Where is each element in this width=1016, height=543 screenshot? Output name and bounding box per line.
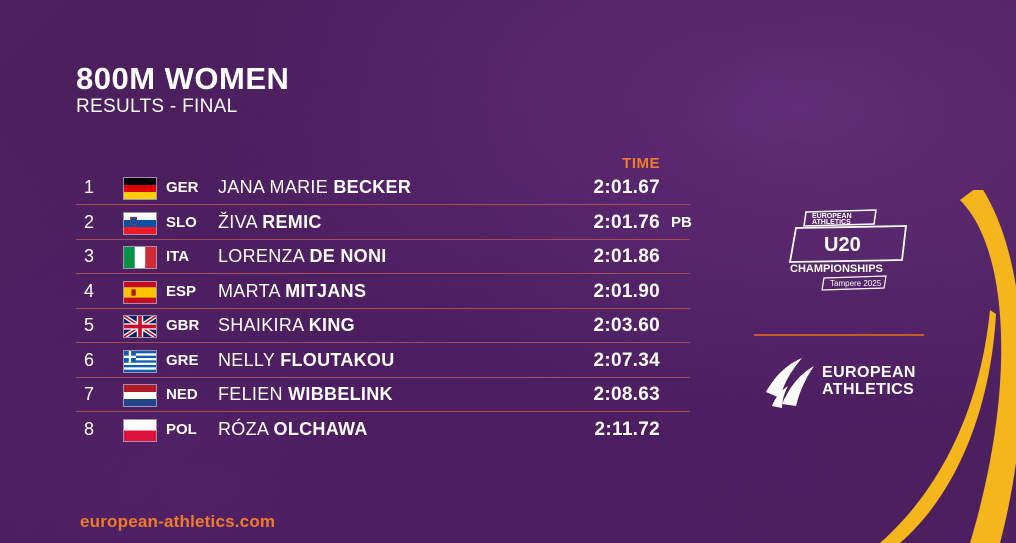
greece-flag <box>124 350 156 372</box>
first-name: MARTA <box>218 280 280 301</box>
result-time: 2:11.72 <box>594 418 660 440</box>
spain-flag <box>124 281 156 303</box>
result-row: 6 GRE NELLY FLOUTAKOU 2:07.34 <box>76 344 690 378</box>
nationality-code: ESP <box>166 282 197 300</box>
rank: 7 <box>84 384 95 404</box>
last-name: MITJANS <box>285 280 367 301</box>
result-row: 1 GER JANA MARIE BECKER 2:01.67 <box>76 171 690 205</box>
result-row: 2 SLO ŽIVA REMIC 2:01.76 PB <box>76 206 692 240</box>
netherlands-flag <box>124 385 156 406</box>
footer-website-link[interactable]: european-athletics.com <box>80 512 276 531</box>
result-note: PB <box>671 213 692 231</box>
athlete-name: MARTA MITJANS <box>218 281 366 302</box>
germany-flag <box>124 178 156 199</box>
nationality-code: NED <box>166 386 198 403</box>
european-athletics-logo: EUROPEAN ATHLETICS <box>762 352 932 412</box>
athlete-name: SHAIKIRA KING <box>218 315 355 336</box>
nationality-code: POL <box>166 420 197 438</box>
result-time: 2:01.86 <box>593 246 660 267</box>
last-name: REMIC <box>262 211 322 232</box>
last-name: FLOUTAKOU <box>280 349 395 370</box>
nationality-code: SLO <box>166 213 197 231</box>
rank: 2 <box>84 211 95 232</box>
result-row: 7 NED FELIEN WIBBELINK 2:08.63 <box>76 378 690 412</box>
athlete-name: JANA MARIE BECKER <box>218 177 411 198</box>
last-name: KING <box>308 315 355 335</box>
rank: 5 <box>84 315 95 335</box>
logo-divider <box>754 334 924 336</box>
last-name: OLCHAWA <box>273 418 368 439</box>
first-name: NELLY <box>218 349 275 370</box>
athlete-name: FELIEN WIBBELINK <box>218 384 393 405</box>
nationality-code: GER <box>166 179 199 196</box>
u20-logo-place: Tampere 2025 <box>830 279 882 288</box>
first-name: FELIEN <box>218 384 283 404</box>
first-name: RÓZA <box>218 418 269 439</box>
athlete-name: LORENZA DE NONI <box>218 246 387 267</box>
european-athletics-emblem-icon <box>766 358 814 408</box>
european-athletics-wordmark: EUROPEAN ATHLETICS <box>822 364 916 398</box>
nationality-code: GRE <box>166 351 199 369</box>
poland-flag <box>124 419 156 441</box>
first-name: LORENZA <box>218 246 305 266</box>
u20-logo-line1: EUROPEAN <box>812 213 852 220</box>
rank: 1 <box>84 177 95 197</box>
result-row: 4 ESP MARTA MITJANS 2:01.90 <box>76 275 690 309</box>
last-name: DE NONI <box>309 246 387 266</box>
athlete-name: ŽIVA REMIC <box>218 212 322 233</box>
u20-logo-sub: CHAMPIONSHIPS <box>790 263 883 275</box>
u20-championships-logo: EUROPEAN ATHLETICS U20 CHAMPIONSHIPS Tam… <box>788 209 908 291</box>
nationality-code: GBR <box>166 317 200 334</box>
great-britain-flag <box>124 316 156 337</box>
last-name: WIBBELINK <box>288 384 393 404</box>
rank: 8 <box>84 418 95 439</box>
italy-flag <box>124 247 156 268</box>
nationality-code: ITA <box>166 248 190 265</box>
last-name: BECKER <box>333 177 412 197</box>
result-time: 2:01.67 <box>593 177 660 198</box>
result-row: 8 POL RÓZA OLCHAWA 2:11.72 <box>76 413 690 446</box>
result-time: 2:07.34 <box>593 349 660 371</box>
athlete-name: NELLY FLOUTAKOU <box>218 350 395 371</box>
result-row: 5 GBR SHAIKIRA KING 2:03.60 <box>76 309 690 343</box>
first-name: JANA MARIE <box>218 177 329 197</box>
result-time: 2:08.63 <box>593 384 660 405</box>
rank: 3 <box>84 246 95 266</box>
rank: 4 <box>84 280 95 301</box>
yellow-swoosh-graphic <box>880 190 1016 543</box>
time-column-header: TIME <box>622 155 660 172</box>
slovenia-flag <box>124 212 156 234</box>
u20-logo-line2: ATHLETICS <box>812 219 851 226</box>
results-table: 1 GER JANA MARIE BECKER 2:01.67 2 SLO ŽI… <box>76 171 692 446</box>
result-time: 2:01.90 <box>593 280 660 302</box>
result-time: 2:01.76 <box>593 211 660 233</box>
event-title: 800M WOMEN <box>76 61 290 96</box>
result-time: 2:03.60 <box>593 315 660 336</box>
title-block: 800M WOMEN RESULTS - FINAL <box>76 62 289 118</box>
ea-wordmark-line1: EUROPEAN <box>822 364 916 381</box>
event-subtitle: RESULTS - FINAL <box>76 96 238 117</box>
first-name: ŽIVA <box>218 211 257 232</box>
athlete-name: RÓZA OLCHAWA <box>218 419 368 440</box>
ea-wordmark-line2: ATHLETICS <box>822 381 915 398</box>
result-row: 3 ITA LORENZA DE NONI 2:01.86 <box>76 240 690 274</box>
u20-logo-main: U20 <box>824 234 861 256</box>
rank: 6 <box>84 349 95 370</box>
first-name: SHAIKIRA <box>218 315 304 335</box>
